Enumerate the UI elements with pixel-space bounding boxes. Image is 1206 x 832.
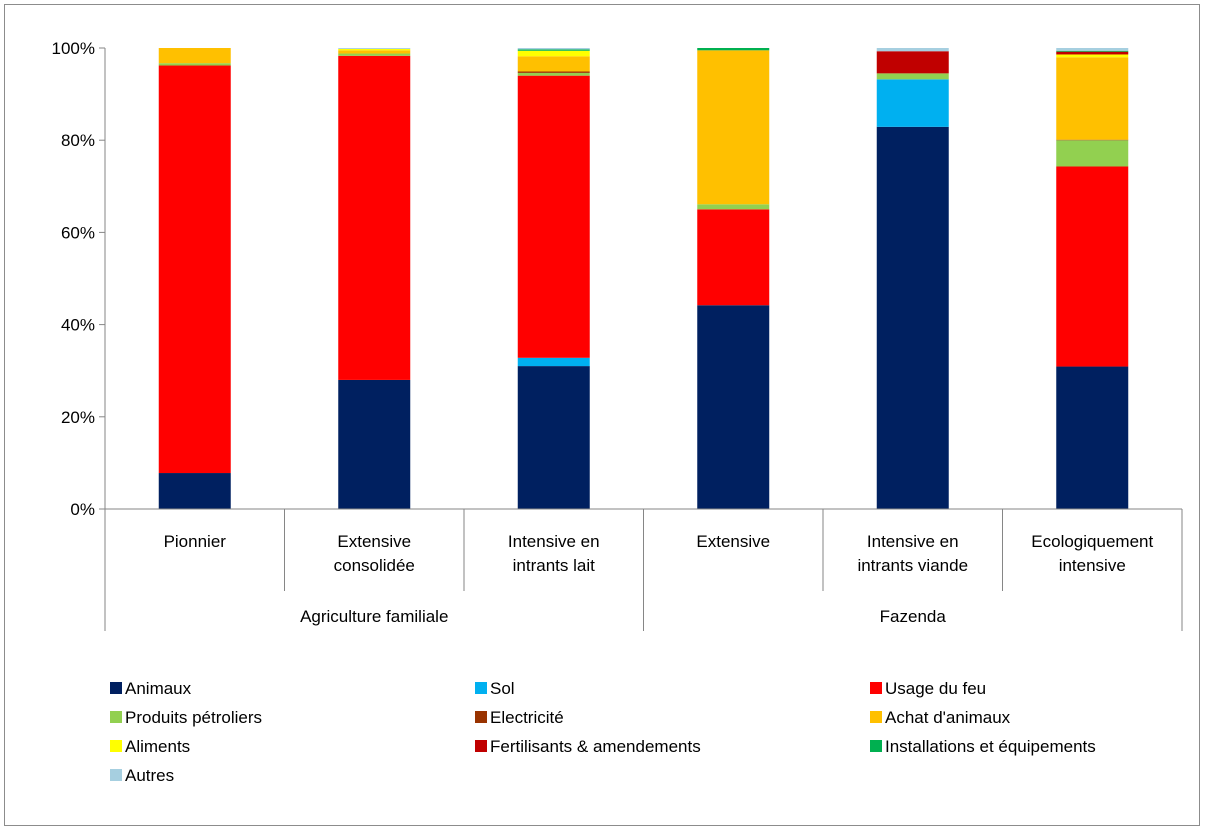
bar-segment-2-6	[338, 50, 411, 54]
x-category-label: Pionnier	[164, 532, 227, 551]
bar-segment-5-10	[876, 48, 949, 52]
bar-segment-6-5	[1056, 139, 1129, 141]
x-category-label: Extensive consolidée	[334, 532, 415, 575]
x-group-label: Agriculture familiale	[300, 607, 448, 626]
y-tick-label: 100%	[52, 39, 95, 58]
bar-segment-6-3	[1056, 166, 1129, 367]
bar-segment-2-3	[338, 55, 411, 380]
bar-segment-6-6	[1056, 57, 1129, 140]
bar-segment-1-6	[158, 48, 231, 64]
bar-segment-3-4	[517, 72, 590, 76]
bar-segment-3-9	[517, 49, 590, 51]
bar-segment-1-3	[158, 65, 231, 474]
legend-label: Aliments	[125, 737, 190, 756]
legend-swatch	[870, 740, 882, 752]
bar-segment-5-4	[876, 73, 949, 80]
bar-segment-4-1	[697, 305, 770, 509]
legend-label: Fertilisants & amendements	[490, 737, 701, 756]
legend-swatch	[110, 769, 122, 781]
x-category-label-line: Extensive	[696, 532, 770, 551]
legend-swatch	[110, 682, 122, 694]
y-tick-labels: 0% 20% 40% 60% 80% 100%	[52, 39, 95, 519]
axes-layer	[99, 47, 1183, 631]
legend-label: Usage du feu	[885, 679, 986, 698]
legend-label: Produits pétroliers	[125, 708, 262, 727]
bar-segment-3-7	[517, 50, 590, 57]
bar-segment-5-8	[876, 51, 949, 74]
stacked-bar-chart: 0% 20% 40% 60% 80% 100% Pionnier Extensive cons…	[52, 39, 1183, 785]
x-category-label-line: Pionnier	[164, 532, 227, 551]
bar-segment-6-1	[1056, 366, 1129, 509]
bar-segment-3-3	[517, 75, 590, 358]
legend-swatch	[110, 740, 122, 752]
bar-segment-4-6	[697, 50, 770, 205]
x-category-label-line: Extensive	[337, 532, 411, 551]
x-category-label: Extensive	[696, 532, 770, 551]
legend-label: Achat d'animaux	[885, 708, 1011, 727]
legend-swatch	[110, 711, 122, 723]
y-tick-label: 60%	[61, 223, 95, 242]
bar-segment-6-9	[1056, 50, 1129, 52]
bar-segment-6-8	[1056, 51, 1129, 55]
legend-label: Electricité	[490, 708, 564, 727]
bar-segment-2-4	[338, 53, 411, 56]
bar-segment-4-9	[697, 48, 770, 51]
x-group-label: Fazenda	[880, 607, 947, 626]
bars-layer	[158, 48, 1129, 509]
y-tick-label: 20%	[61, 408, 95, 427]
bar-segment-6-7	[1056, 54, 1129, 58]
y-tick-label: 40%	[61, 316, 95, 335]
bar-segment-2-7	[338, 48, 411, 51]
bar-segment-5-2	[876, 79, 949, 127]
y-tick-label: 0%	[70, 500, 95, 519]
x-category-label-line: Intensive en	[508, 532, 600, 551]
x-category-label-line: intrants viande	[857, 556, 968, 575]
legend-label: Autres	[125, 766, 174, 785]
bar-segment-6-10	[1056, 48, 1129, 51]
x-category-label: Intensive en intrants viande	[857, 532, 968, 575]
x-category-label-line: consolidée	[334, 556, 415, 575]
x-category-label: Ecologiquement intensive	[1031, 532, 1153, 575]
legend-swatch	[475, 740, 487, 752]
x-category-label-line: intrants lait	[513, 556, 595, 575]
x-category-label-line: Intensive en	[867, 532, 959, 551]
bar-segment-4-3	[697, 209, 770, 306]
legend-swatch	[475, 711, 487, 723]
legend-swatch	[475, 682, 487, 694]
bar-segment-1-4	[158, 63, 231, 66]
x-category-labels: Pionnier Extensive consolidée Intensive en i…	[164, 532, 1154, 626]
chart-frame: 0% 20% 40% 60% 80% 100% Pionnier Extensive cons…	[4, 4, 1200, 826]
bar-segment-3-10	[517, 48, 590, 50]
bar-segment-2-1	[338, 379, 411, 509]
y-tick-label: 80%	[61, 131, 95, 150]
bar-segment-2-10	[338, 48, 411, 49]
bar-segment-4-4	[697, 204, 770, 210]
bar-segment-5-1	[876, 126, 949, 509]
legend-label: Animaux	[125, 679, 192, 698]
legend-label: Sol	[490, 679, 515, 698]
x-category-label-line: Ecologiquement	[1031, 532, 1153, 551]
bar-segment-3-6	[517, 56, 590, 72]
bar-segment-3-2	[517, 357, 590, 367]
legend: Animaux Sol Usage du feu Produits pétrolier…	[110, 679, 1096, 785]
legend-label: Installations et équipements	[885, 737, 1096, 756]
legend-swatch	[870, 682, 882, 694]
legend-swatch	[870, 711, 882, 723]
x-category-label: Intensive en intrants lait	[508, 532, 600, 575]
bar-segment-3-5	[517, 71, 590, 73]
bar-segment-3-1	[517, 366, 590, 509]
x-category-label-line: intensive	[1059, 556, 1126, 575]
bar-segment-1-1	[158, 473, 231, 509]
bar-segment-6-4	[1056, 140, 1129, 167]
